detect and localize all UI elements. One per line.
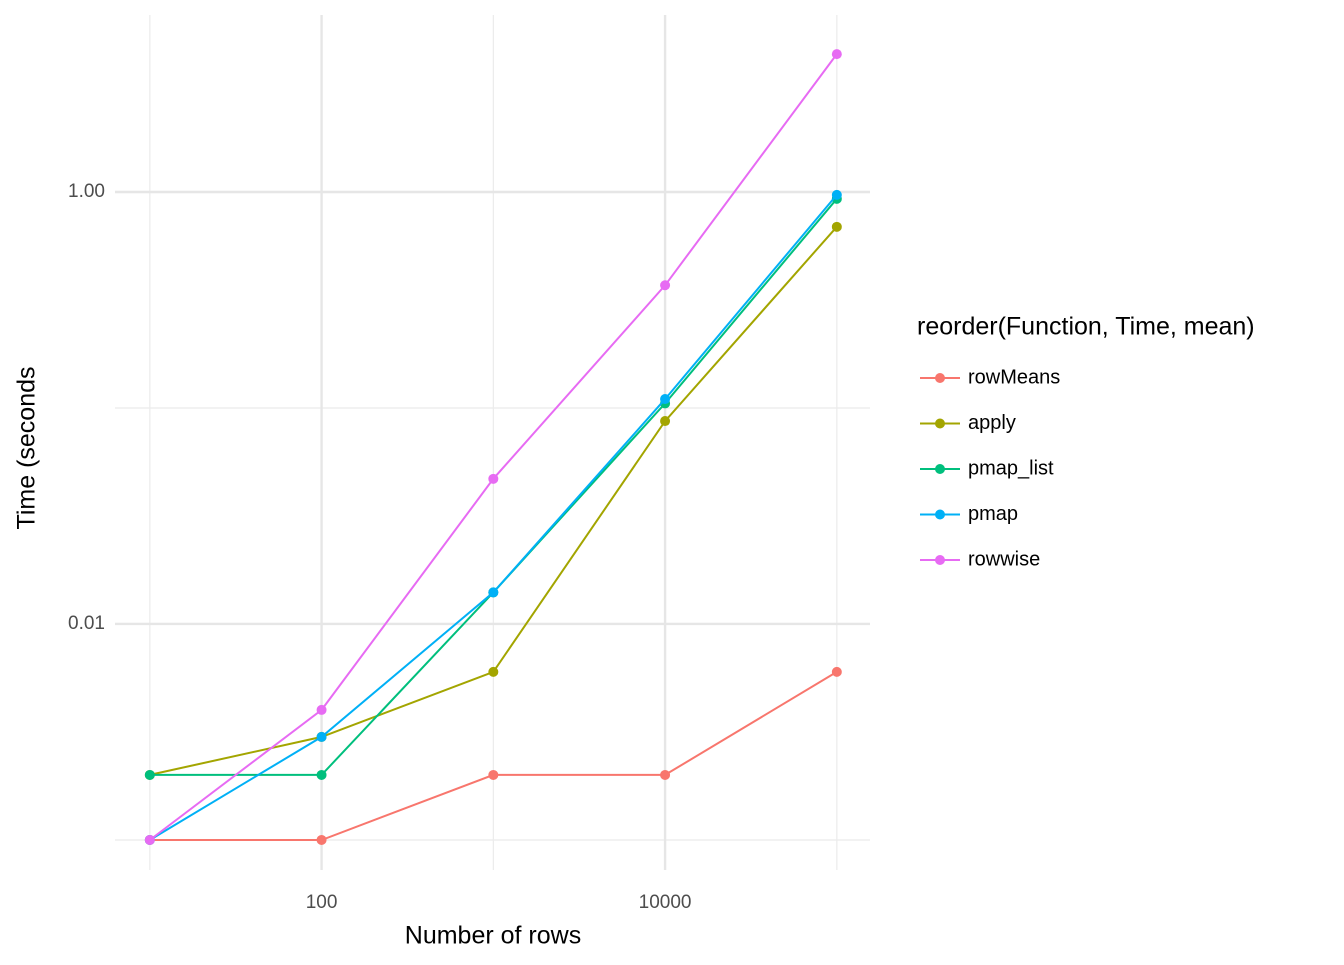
legend-label: rowMeans	[968, 366, 1060, 388]
data-point	[831, 666, 842, 677]
data-point	[488, 473, 499, 484]
data-point	[660, 394, 671, 405]
legend-key-point	[935, 418, 945, 429]
data-point	[488, 666, 499, 677]
legend-key-point	[935, 555, 945, 565]
data-point	[660, 280, 671, 291]
data-point	[831, 189, 842, 200]
data-point	[144, 834, 155, 845]
y-tick-label: 1.00	[68, 181, 105, 202]
data-point	[488, 769, 499, 780]
data-point	[316, 731, 327, 742]
data-point	[488, 587, 499, 598]
legend-key-point	[935, 464, 945, 474]
legend-label: pmap_list	[968, 457, 1054, 479]
x-axis-title: Number of rows	[405, 922, 581, 950]
x-tick-label: 100	[306, 892, 338, 913]
data-point	[316, 704, 327, 715]
data-point	[660, 769, 671, 780]
legend-title: reorder(Function, Time, mean)	[917, 313, 1255, 341]
legend-label: rowwise	[968, 548, 1040, 570]
data-point	[660, 416, 671, 427]
y-axis-title: Time (seconds	[13, 366, 41, 529]
data-point	[831, 221, 842, 232]
legend-label: apply	[968, 412, 1016, 434]
data-point	[316, 769, 327, 780]
y-tick-label: 0.01	[68, 613, 105, 634]
data-point	[144, 769, 155, 780]
legend-key-point	[935, 509, 945, 520]
legend-key-point	[935, 373, 945, 383]
data-point	[831, 49, 842, 60]
x-tick-label: 10000	[639, 892, 692, 913]
legend-label: pmap	[968, 503, 1018, 525]
data-point	[316, 834, 327, 845]
